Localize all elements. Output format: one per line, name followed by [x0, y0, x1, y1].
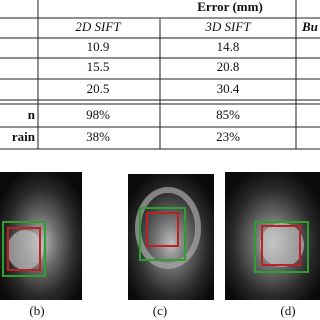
- cell: 85%: [216, 107, 240, 122]
- caption: (d): [280, 303, 295, 318]
- anatomy: [7, 230, 43, 270]
- red-box: [261, 225, 301, 266]
- caption: (b): [29, 303, 44, 318]
- header: Error (mm): [197, 0, 263, 14]
- table: Error (mm) 2D SIFT 3D SIFT Bu 10.9 14.8 …: [0, 0, 320, 150]
- anatomy: [260, 223, 304, 267]
- image-c: (c): [128, 174, 214, 318]
- cell: 30.4: [217, 81, 240, 96]
- green-box: [2, 221, 46, 277]
- cell: 20.8: [217, 59, 240, 74]
- cell: 38%: [86, 129, 110, 144]
- green-box: [139, 207, 186, 261]
- column-header: 3D SIFT: [204, 19, 251, 34]
- cell: 10.9: [87, 39, 110, 54]
- row-label: n: [28, 107, 36, 122]
- cell: 23%: [216, 129, 240, 144]
- column-header: 2D SIFT: [75, 19, 121, 34]
- red-box: [146, 212, 179, 247]
- cell: 15.5: [87, 59, 110, 74]
- image-b: (b): [0, 172, 82, 318]
- anatomy: [135, 187, 201, 269]
- row-label: rain: [12, 129, 36, 144]
- cell: 14.8: [217, 39, 240, 54]
- cell: 98%: [86, 107, 110, 122]
- red-box: [7, 227, 41, 271]
- image-d: (d): [225, 172, 320, 318]
- green-box: [254, 221, 309, 273]
- column-header: Bu: [301, 19, 318, 34]
- cell: 20.5: [87, 81, 110, 96]
- caption: (c): [153, 303, 167, 318]
